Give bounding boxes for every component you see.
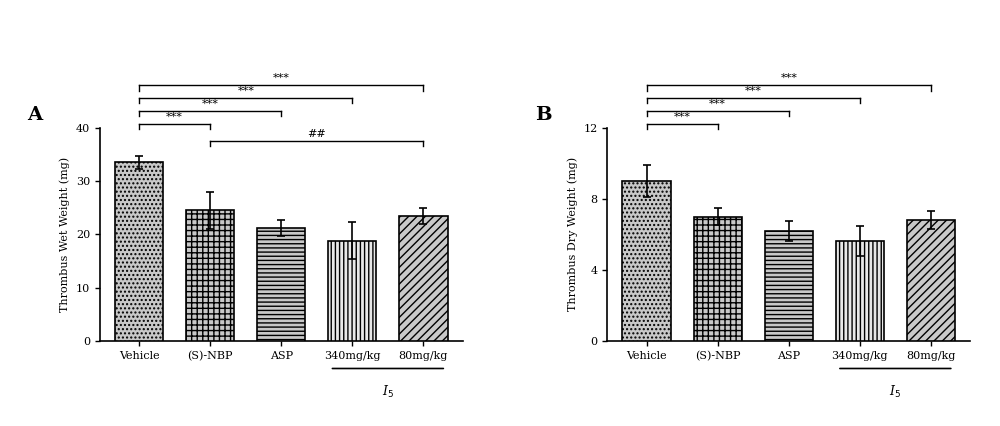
Bar bbox=[765, 231, 813, 341]
Bar bbox=[694, 216, 742, 341]
Y-axis label: Thrombus Dry Weight (mg): Thrombus Dry Weight (mg) bbox=[567, 157, 578, 311]
Bar bbox=[399, 216, 448, 341]
Text: ***: *** bbox=[166, 112, 183, 121]
Text: ***: *** bbox=[780, 73, 797, 83]
Text: ***: *** bbox=[745, 86, 762, 96]
Text: B: B bbox=[535, 106, 552, 124]
Bar bbox=[115, 162, 163, 341]
Text: I$_5$: I$_5$ bbox=[382, 383, 394, 400]
Text: ##: ## bbox=[307, 129, 326, 139]
Bar bbox=[257, 228, 305, 341]
Bar bbox=[328, 241, 376, 341]
Bar bbox=[836, 242, 884, 341]
Text: ***: *** bbox=[709, 99, 726, 109]
Y-axis label: Thrombus Wet Weight (mg): Thrombus Wet Weight (mg) bbox=[60, 157, 70, 312]
Text: ***: *** bbox=[674, 112, 691, 121]
Bar bbox=[622, 181, 671, 341]
Text: A: A bbox=[28, 106, 43, 124]
Text: I$_5$: I$_5$ bbox=[889, 383, 901, 400]
Bar bbox=[186, 210, 234, 341]
Text: ***: *** bbox=[237, 86, 254, 96]
Bar bbox=[907, 220, 955, 341]
Text: ***: *** bbox=[202, 99, 219, 109]
Text: ***: *** bbox=[273, 73, 290, 83]
